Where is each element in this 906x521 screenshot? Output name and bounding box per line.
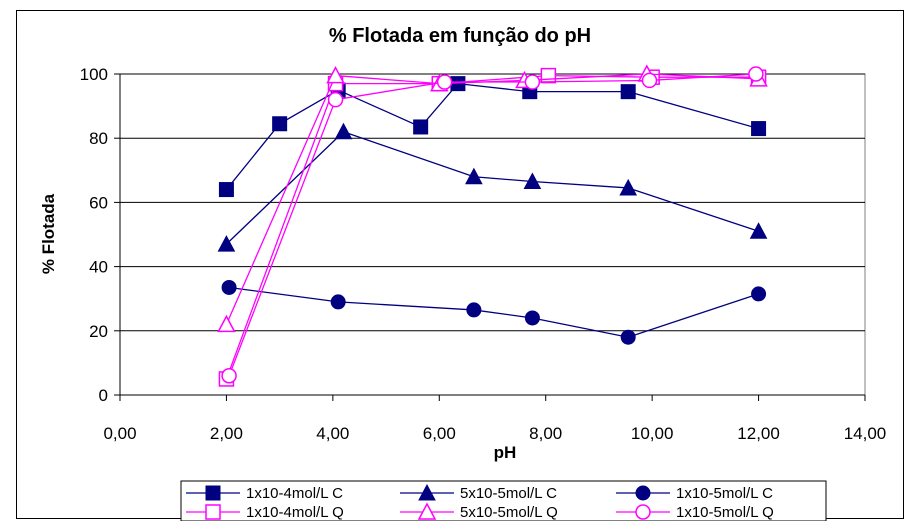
data-point: [329, 93, 343, 107]
legend-marker: [636, 505, 650, 519]
legend-item: 1x10-5mol/L Q: [616, 504, 774, 521]
legend-item: 1x10-5mol/L C: [616, 485, 773, 502]
data-point: [414, 120, 428, 134]
x-tick-label: 4,00: [316, 424, 349, 443]
data-point: [273, 117, 287, 131]
legend-label: 1x10-5mol/L Q: [676, 504, 774, 521]
legend-label: 5x10-5mol/L C: [460, 485, 557, 502]
y-tick-labels: 0 20 40 60 80 100: [80, 65, 108, 405]
y-tick-label: 40: [89, 258, 108, 277]
data-point: [752, 122, 766, 136]
x-tick-label: 10,00: [631, 424, 674, 443]
legend-marker: [636, 486, 650, 500]
x-tick-label: 14,00: [844, 424, 887, 443]
x-tick-label: 0,00: [103, 424, 136, 443]
legend: 1x10-4mol/L C 5x10-5mol/L C 1x10-5mol/L C 1…: [181, 481, 826, 521]
legend-marker: [206, 486, 220, 500]
legend-label: 1x10-4mol/L C: [246, 485, 343, 502]
legend-label: 5x10-5mol/L Q: [460, 504, 558, 521]
x-axis-label: pH: [494, 443, 517, 462]
legend-item: 1x10-4mol/L Q: [186, 504, 344, 521]
data-point: [541, 69, 555, 83]
legend-marker: [206, 505, 220, 519]
chart-title: % Flotada em função do pH: [329, 25, 591, 47]
data-point: [438, 75, 452, 89]
legend-label: 1x10-4mol/L Q: [246, 504, 344, 521]
data-point: [525, 75, 539, 89]
y-tick-label: 60: [89, 193, 108, 212]
data-point: [222, 369, 236, 383]
y-tick-label: 100: [80, 65, 108, 84]
y-tick-label: 20: [89, 322, 108, 341]
x-tick-label: 8,00: [529, 424, 562, 443]
data-point: [752, 287, 766, 301]
data-point: [749, 67, 763, 81]
x-tick-label: 12,00: [737, 424, 780, 443]
data-point: [331, 295, 345, 309]
data-point: [222, 280, 236, 294]
y-tick-label: 0: [99, 386, 108, 405]
data-point: [467, 303, 481, 317]
data-point: [621, 85, 635, 99]
legend-item: 1x10-4mol/L C: [186, 485, 343, 502]
y-tick-label: 80: [89, 129, 108, 148]
x-tick-labels: 0,00 2,00 4,00 6,00 8,00 10,00 12,00 14,00: [103, 424, 886, 443]
data-point: [219, 183, 233, 197]
legend-label: 1x10-5mol/L C: [676, 485, 773, 502]
data-point: [621, 330, 635, 344]
data-point: [525, 311, 539, 325]
data-point: [642, 73, 656, 87]
y-axis-label: % Flotada: [39, 193, 58, 274]
x-tick-label: 6,00: [423, 424, 456, 443]
x-tick-label: 2,00: [210, 424, 243, 443]
